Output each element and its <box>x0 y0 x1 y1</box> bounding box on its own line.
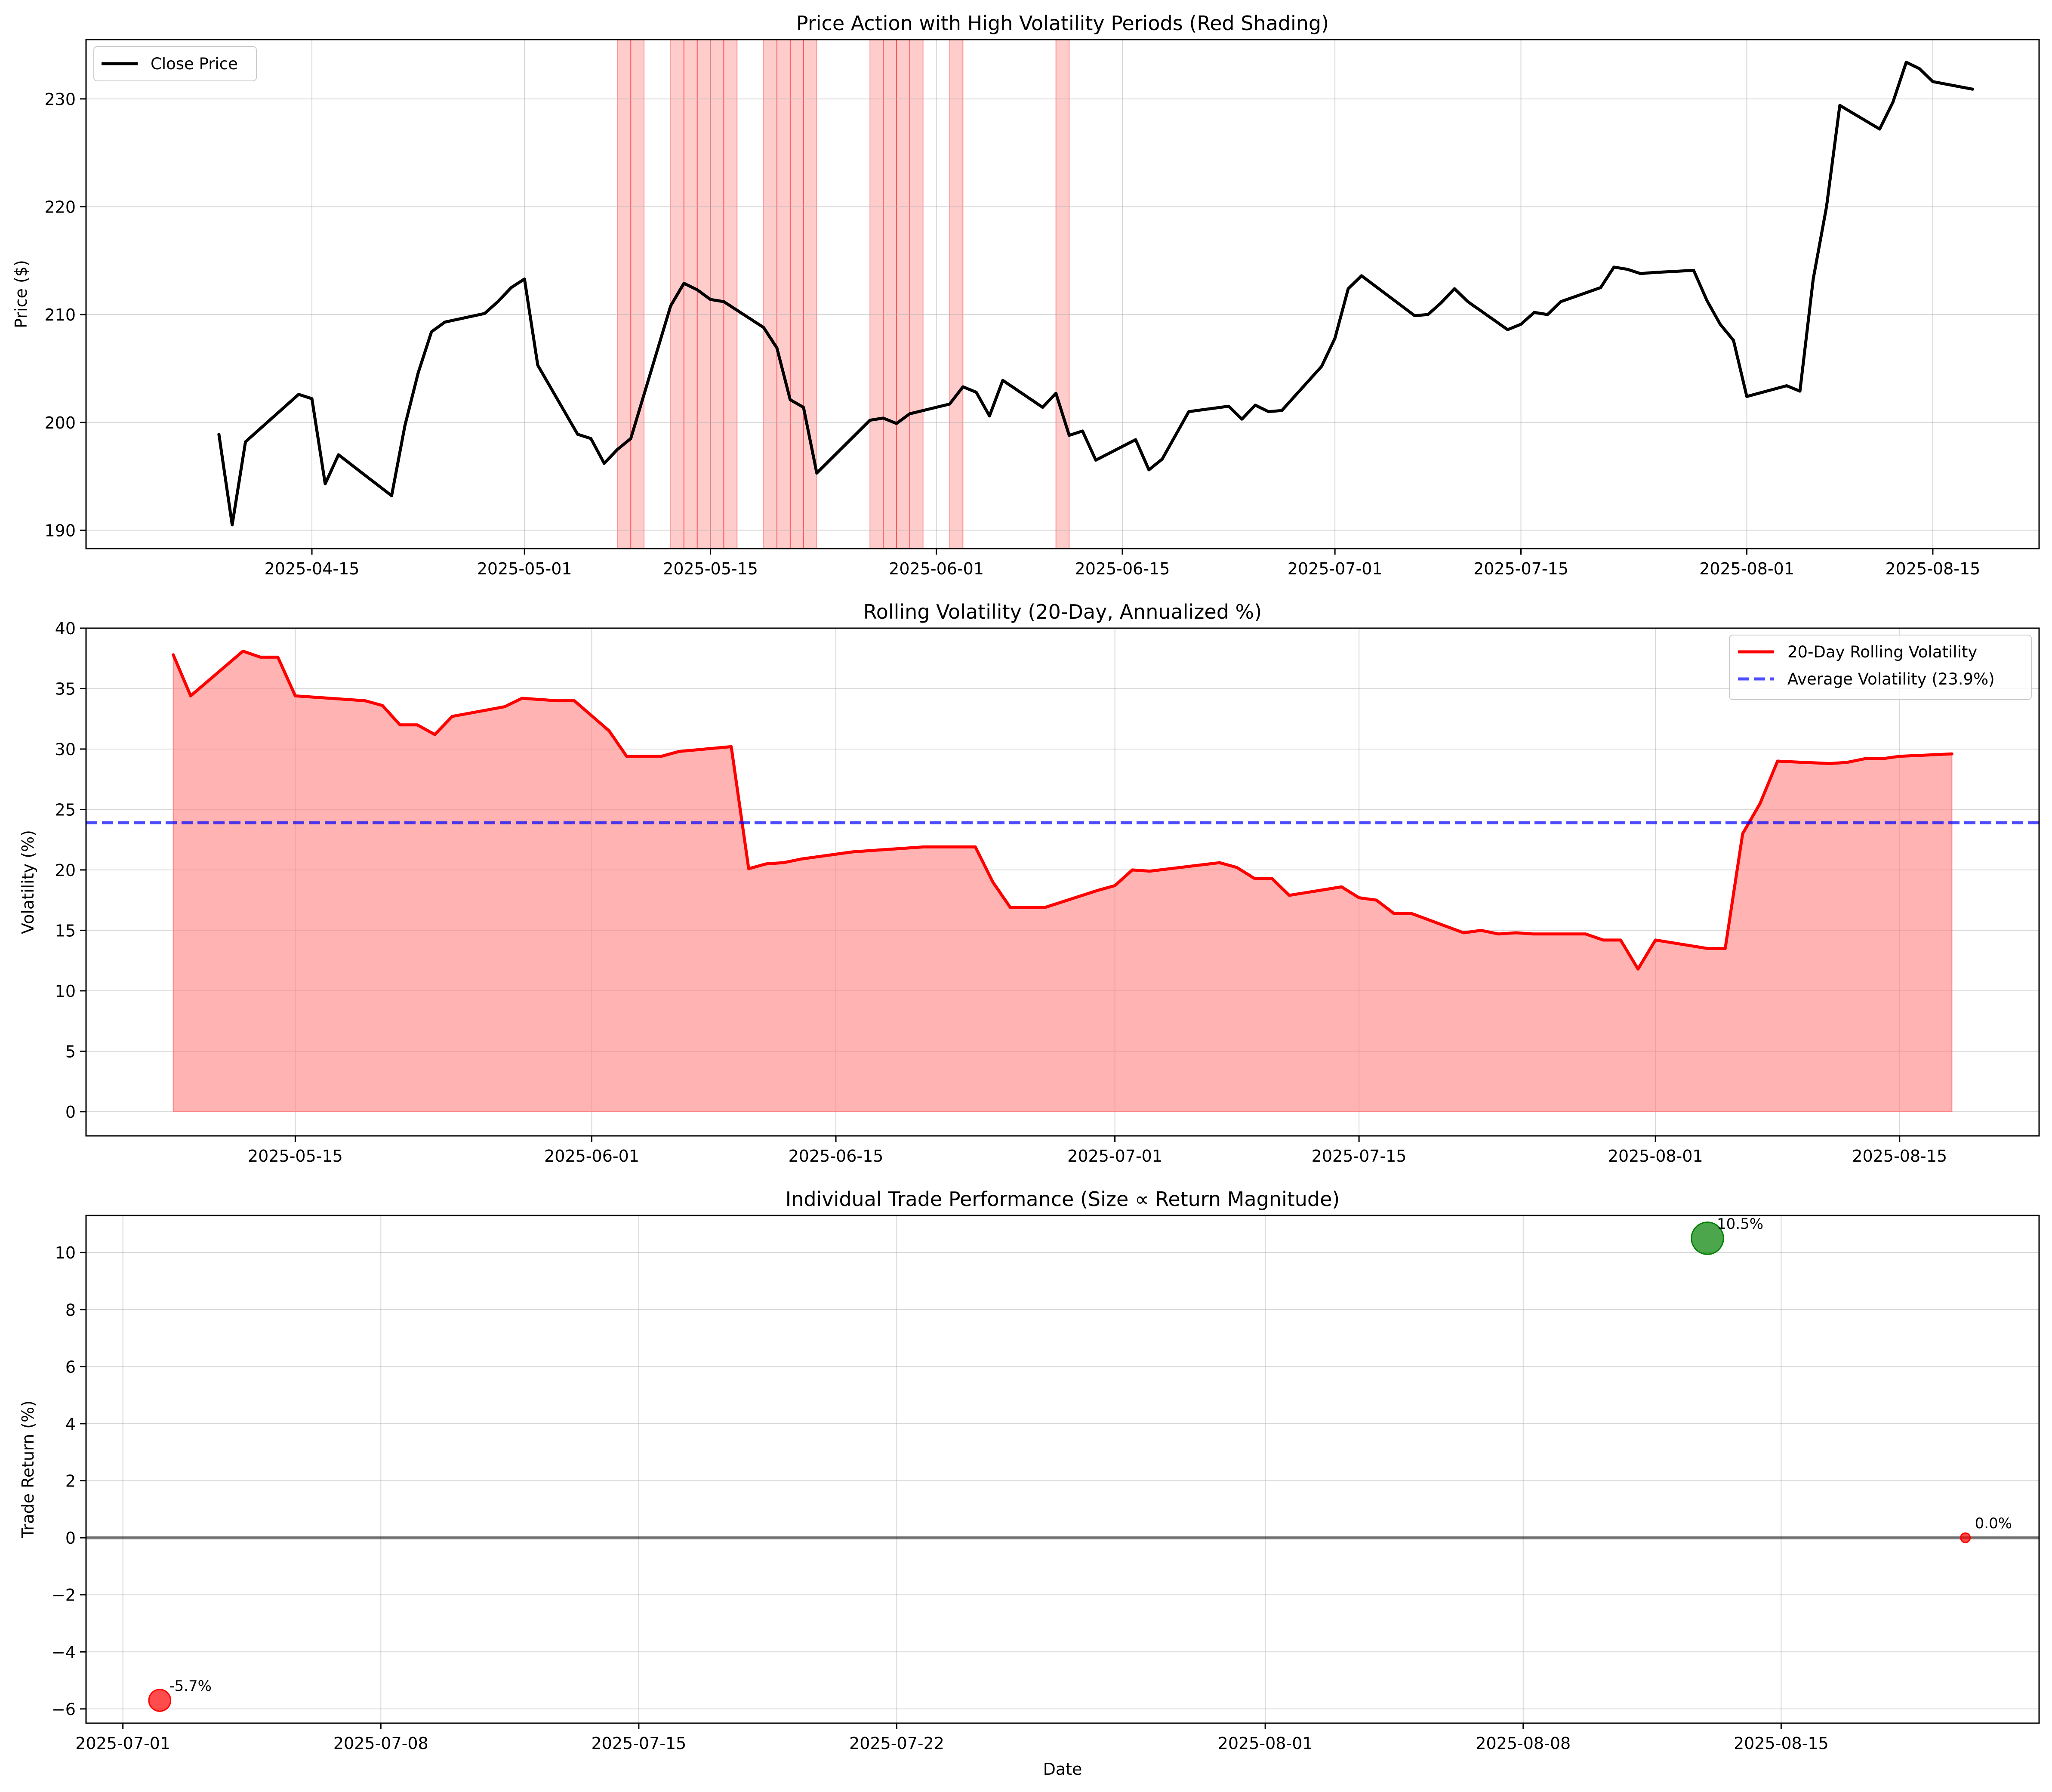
y-tick-label: 0 <box>65 1103 76 1122</box>
x-tick-label: 2025-07-01 <box>1067 1147 1162 1166</box>
legend-box <box>1729 635 2032 700</box>
high-volatility-band <box>789 40 804 549</box>
high-volatility-band <box>869 40 884 549</box>
x-tick-label: 2025-07-08 <box>333 1734 428 1753</box>
y-tick-label: 220 <box>44 197 76 216</box>
x-tick-label: 2025-05-15 <box>663 559 758 578</box>
high-volatility-band <box>723 40 738 549</box>
data-layer <box>217 61 1975 527</box>
y-tick-label: 0 <box>65 1529 76 1548</box>
high-volatility-band <box>1055 40 1070 549</box>
x-tick-label: 2025-07-15 <box>591 1734 686 1753</box>
y-tick-label: 6 <box>65 1357 76 1376</box>
legend-label: Close Price <box>151 55 238 73</box>
shaded-regions <box>617 40 1070 549</box>
x-tick-label: 2025-08-15 <box>1734 1734 1829 1753</box>
high-volatility-band <box>630 40 645 549</box>
y-tick-label: −6 <box>52 1700 76 1719</box>
x-tick-label: 2025-06-01 <box>544 1147 639 1166</box>
high-volatility-band <box>763 40 777 549</box>
y-axis-label: Volatility (%) <box>18 830 37 934</box>
ticks: 2025-04-15 2025-05-01 2025-05-15 2025-06-01… <box>44 90 1980 578</box>
x-tick-label: 2025-06-01 <box>889 559 984 578</box>
axes-frame <box>85 1215 2040 1724</box>
chart-title: Rolling Volatility (20-Day, Annualized %… <box>863 600 1262 623</box>
close-price-line <box>217 61 1975 527</box>
x-tick-label: 2025-05-01 <box>477 559 572 578</box>
x-tick-label: 2025-08-01 <box>1218 1734 1313 1753</box>
legend-box <box>93 46 257 81</box>
chart-panel-3: -5.7%10.5%0.0%2025-07-01 2025-07-08 2025-0… <box>18 1187 2040 1779</box>
trade-point <box>1691 1221 1724 1255</box>
y-tick-label: 15 <box>55 921 76 940</box>
high-volatility-band <box>803 40 817 549</box>
high-volatility-band <box>909 40 924 549</box>
trade-point <box>1960 1532 1971 1543</box>
x-tick-label: 2025-08-15 <box>1852 1147 1947 1166</box>
y-tick-label: 4 <box>65 1415 76 1434</box>
x-tick-label: 2025-06-15 <box>1075 559 1170 578</box>
x-tick-label: 2025-07-15 <box>1473 559 1568 578</box>
legend: Close Price <box>93 46 257 81</box>
high-volatility-band <box>883 40 897 549</box>
y-tick-label: 190 <box>44 521 76 540</box>
x-tick-label: 2025-08-01 <box>1699 559 1794 578</box>
ticks: 2025-05-15 2025-06-01 2025-06-15 2025-07-01… <box>55 619 1947 1166</box>
y-tick-label: 210 <box>44 305 76 324</box>
trade-return-label: 0.0% <box>1975 1515 2012 1532</box>
chart-title: Price Action with High Volatility Period… <box>796 12 1329 35</box>
x-tick-label: 2025-07-15 <box>1312 1147 1407 1166</box>
axes-frame <box>85 627 2040 1137</box>
y-tick-label: 20 <box>55 861 76 880</box>
y-tick-label: 5 <box>65 1042 76 1061</box>
y-tick-label: 200 <box>44 413 76 432</box>
y-tick-label: 2 <box>65 1472 76 1491</box>
high-volatility-band <box>683 40 698 549</box>
high-volatility-band <box>710 40 724 549</box>
x-tick-label: 2025-08-15 <box>1886 559 1981 578</box>
y-tick-label: 35 <box>55 679 76 698</box>
x-tick-label: 2025-05-15 <box>248 1147 343 1166</box>
y-tick-label: 10 <box>55 982 76 1001</box>
y-tick-label: 25 <box>55 800 76 819</box>
charts-container: 2025-04-15 2025-05-01 2025-05-15 2025-06-01… <box>12 12 2040 1779</box>
x-tick-label: 2025-08-01 <box>1608 1147 1703 1166</box>
trade-return-label: 10.5% <box>1717 1215 1763 1233</box>
y-tick-label: 230 <box>44 90 76 109</box>
rolling-volatility-line <box>172 649 1953 971</box>
x-tick-label: 2025-07-22 <box>849 1734 944 1753</box>
y-tick-label: 40 <box>55 619 76 638</box>
high-volatility-band <box>776 40 791 549</box>
x-tick-label: 2025-07-01 <box>75 1734 170 1753</box>
x-tick-label: 2025-07-01 <box>1288 559 1383 578</box>
y-axis-label: Price ($) <box>12 260 31 328</box>
chart-panel-1: 2025-04-15 2025-05-01 2025-05-15 2025-06-01… <box>12 12 2040 578</box>
high-volatility-band <box>896 40 910 549</box>
trade-return-label: -5.7% <box>169 1678 212 1695</box>
high-volatility-band <box>949 40 964 549</box>
y-tick-label: −2 <box>52 1586 76 1605</box>
x-axis-label: Date <box>1043 1760 1082 1779</box>
legend-label: Average Volatility (23.9%) <box>1787 670 1995 688</box>
high-volatility-band <box>617 40 632 549</box>
chart-title: Individual Trade Performance (Size ∝ Ret… <box>786 1187 1340 1211</box>
y-axis-label: Trade Return (%) <box>18 1400 37 1539</box>
legend-label: 20-Day Rolling Volatility <box>1787 643 1977 661</box>
data-layer <box>86 1221 2039 1712</box>
y-tick-label: 10 <box>55 1243 76 1262</box>
x-tick-label: 2025-08-08 <box>1476 1734 1571 1753</box>
trade-point <box>148 1689 172 1712</box>
ticks: 2025-07-01 2025-07-08 2025-07-15 2025-07-22… <box>52 1243 1829 1753</box>
x-tick-label: 2025-06-15 <box>789 1147 884 1166</box>
y-tick-label: −4 <box>52 1643 76 1662</box>
y-tick-label: 30 <box>55 740 76 759</box>
axes-frame <box>85 39 2040 549</box>
chart-panel-2: 2025-05-15 2025-06-01 2025-06-15 2025-07-01… <box>18 600 2040 1166</box>
x-tick-label: 2025-04-15 <box>265 559 360 578</box>
y-tick-label: 8 <box>65 1301 76 1320</box>
data-layer <box>86 649 2039 1112</box>
legend: 20-Day Rolling Volatility Average Volatil… <box>1729 635 2032 700</box>
